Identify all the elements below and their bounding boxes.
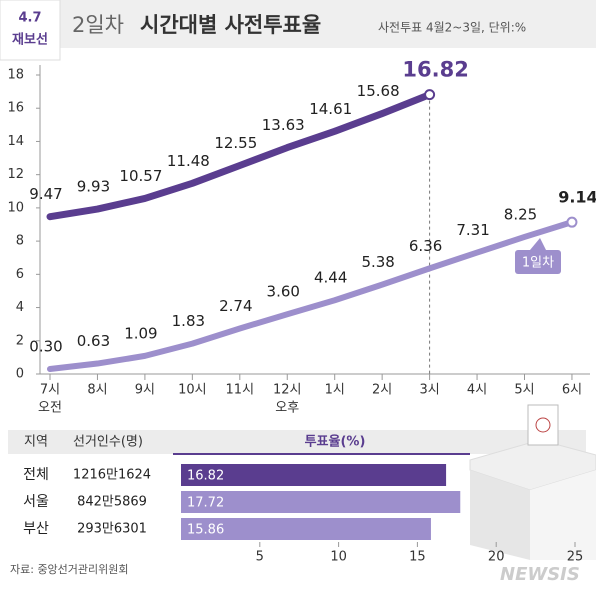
x-tick-label: 2시 — [372, 383, 392, 398]
x-tick-label: 8시 — [87, 383, 107, 398]
column-header: 지역 — [24, 435, 48, 450]
value-label: 14.61 — [309, 100, 352, 118]
value-label: 1.09 — [124, 324, 157, 342]
value-label: 9.47 — [29, 185, 62, 203]
badge: 4.7 — [18, 11, 41, 26]
y-tick-label: 4 — [16, 300, 24, 315]
value-label: 8.25 — [504, 205, 537, 223]
value-label: 2.74 — [219, 297, 252, 315]
x-tick-label: 4시 — [467, 383, 487, 398]
electors: 842만5869 — [77, 495, 147, 510]
y-tick-label: 14 — [7, 134, 24, 149]
x-tick-label: 20 — [488, 550, 505, 565]
value-label: 9.14 — [558, 188, 596, 207]
x-tick-label: 3시 — [419, 383, 439, 398]
bar-value: 16.82 — [187, 469, 224, 484]
value-label: 1.83 — [172, 312, 205, 330]
x-tick-label: 12시 — [273, 383, 302, 398]
legend-pointer — [530, 238, 546, 250]
header-band — [0, 0, 596, 48]
badge-sub: 재보선 — [12, 32, 48, 48]
series-line — [46, 91, 434, 221]
electors: 1216만1624 — [73, 468, 151, 483]
electors: 293만6301 — [77, 522, 147, 537]
series-line — [47, 219, 575, 373]
row-label: 전체 — [23, 467, 49, 483]
y-tick-label: 6 — [16, 267, 24, 282]
legend-box — [515, 250, 561, 274]
y-tick-label: 18 — [7, 68, 24, 83]
value-label: 5.38 — [361, 253, 394, 271]
x-tick-label: 15 — [409, 550, 426, 565]
value-label: 7.31 — [456, 221, 489, 239]
value-label: 13.63 — [262, 116, 305, 134]
subtitle: 사전투표 4월2~3일, 단위:% — [378, 21, 526, 35]
x-sublabel: 오후 — [275, 401, 299, 416]
x-tick-label: 7시 — [40, 383, 60, 398]
bar — [181, 491, 461, 513]
x-tick-label: 6시 — [562, 383, 582, 398]
row-label: 부산 — [23, 521, 49, 537]
bar — [181, 518, 431, 540]
y-tick-label: 16 — [7, 101, 24, 116]
value-label: 15.68 — [357, 82, 400, 100]
column-header: 투표율(%) — [305, 434, 366, 450]
value-label: 11.48 — [167, 152, 210, 170]
value-label: 4.44 — [314, 269, 347, 287]
value-label: 0.30 — [29, 338, 62, 356]
x-tick-label: 10 — [330, 550, 347, 565]
end-point — [424, 89, 436, 101]
value-label: 0.63 — [77, 332, 110, 350]
value-label: 6.36 — [409, 237, 442, 255]
end-point — [566, 216, 578, 228]
x-tick-label: 9시 — [135, 383, 155, 398]
x-sublabel: 오전 — [38, 401, 62, 416]
watermark: NEWSIS — [500, 564, 580, 585]
value-label: 3.60 — [267, 283, 300, 301]
y-tick-label: 8 — [16, 234, 24, 249]
column-header: 선거인수(명) — [73, 435, 143, 450]
x-tick-label: 5 — [256, 550, 264, 565]
row-label: 서울 — [23, 494, 49, 510]
ballot-box — [469, 404, 596, 560]
x-tick-label: 25 — [567, 550, 584, 565]
value-label: 10.57 — [119, 167, 162, 185]
y-tick-label: 12 — [7, 167, 24, 182]
y-tick-label: 2 — [16, 333, 24, 348]
x-tick-label: 10시 — [178, 383, 207, 398]
table-header-band — [8, 430, 586, 454]
y-tick-label: 0 — [16, 367, 24, 382]
legend-label: 1일차 — [522, 256, 554, 271]
bar-value: 15.86 — [187, 523, 224, 538]
value-label: 9.93 — [77, 178, 110, 196]
badge-box — [0, 0, 61, 61]
y-tick-label: 10 — [7, 200, 24, 215]
x-tick-label: 5시 — [514, 383, 534, 398]
title: 2일차 — [72, 13, 124, 37]
x-tick-label: 1시 — [325, 383, 345, 398]
bar — [181, 464, 447, 486]
value-label: 12.55 — [214, 134, 257, 152]
source: 자료: 중앙선거관리위원회 — [10, 563, 129, 576]
title-bold: 시간대별 사전투표율 — [140, 13, 321, 37]
x-tick-label: 11시 — [226, 383, 255, 398]
value-label: 16.82 — [402, 58, 468, 82]
bar-value: 17.72 — [187, 496, 224, 511]
